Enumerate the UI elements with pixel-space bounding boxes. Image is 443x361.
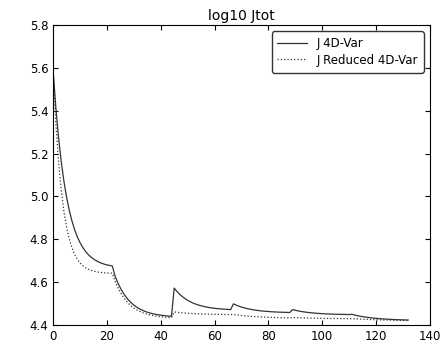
Legend: J 4D-Var, J Reduced 4D-Var: J 4D-Var, J Reduced 4D-Var: [272, 31, 424, 73]
J 4D-Var: [274, 310, 279, 314]
J Reduced 4D-Var: [392, 318, 397, 322]
J 4D-Var: [405, 318, 411, 322]
J 4D-Var: [75, 235, 80, 239]
J 4D-Var: [392, 317, 397, 322]
J 4D-Var: [284, 310, 290, 314]
J 4D-Var: [51, 69, 56, 73]
J Reduced 4D-Var: [75, 257, 80, 261]
Line: J Reduced 4D-Var: J Reduced 4D-Var: [53, 71, 408, 321]
Title: log10 Jtot: log10 Jtot: [208, 9, 275, 23]
J Reduced 4D-Var: [405, 318, 411, 323]
J Reduced 4D-Var: [274, 316, 279, 320]
J Reduced 4D-Var: [284, 316, 290, 320]
J Reduced 4D-Var: [51, 69, 56, 73]
J 4D-Var: [295, 309, 300, 313]
J Reduced 4D-Var: [384, 318, 389, 322]
Line: J 4D-Var: J 4D-Var: [53, 71, 408, 320]
J 4D-Var: [384, 317, 389, 321]
J Reduced 4D-Var: [295, 316, 300, 320]
